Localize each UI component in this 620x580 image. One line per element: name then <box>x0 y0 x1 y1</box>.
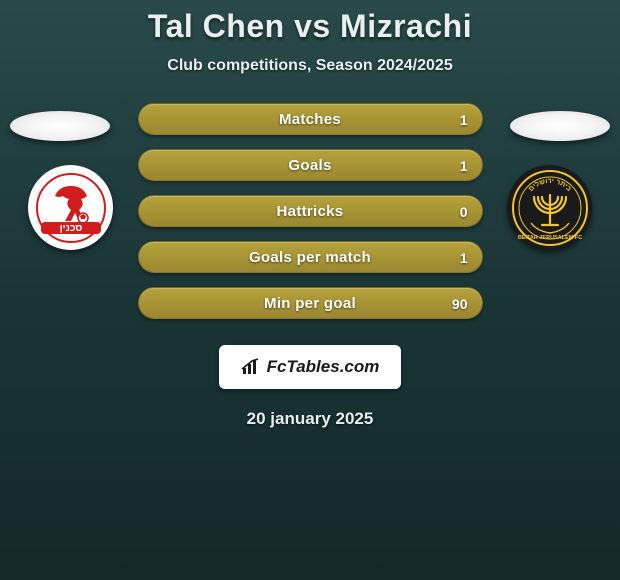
bnei-sakhnin-icon: סכנין <box>35 172 107 244</box>
stat-right-value: 1 <box>460 104 468 136</box>
stat-right-value: 1 <box>460 150 468 182</box>
player-slot-right <box>510 111 610 141</box>
stat-row: Min per goal 90 <box>138 287 483 319</box>
left-club-badge: סכנין <box>28 165 113 250</box>
subtitle: Club competitions, Season 2024/2025 <box>0 57 620 75</box>
page-title: Tal Chen vs Mizrachi <box>0 8 620 45</box>
player-slot-left <box>10 111 110 141</box>
right-club-sub: BEITAR JERUSALEM FC <box>517 235 581 241</box>
date-text: 20 january 2025 <box>0 409 620 429</box>
stat-label: Goals per match <box>139 249 482 266</box>
stat-row: Matches 1 <box>138 103 483 135</box>
beitar-jerusalem-icon: ביתר ירושלים BEITAR JERUSALEM FC <box>511 169 589 247</box>
stat-row: Goals 1 <box>138 149 483 181</box>
stat-label: Matches <box>139 111 482 128</box>
stat-right-value: 90 <box>452 288 468 320</box>
stats-list: Matches 1 Goals 1 Hattricks 0 Goals per … <box>138 103 483 319</box>
stat-label: Goals <box>139 157 482 174</box>
stat-label: Hattricks <box>139 203 482 220</box>
right-club-badge: ביתר ירושלים BEITAR JERUSALEM FC <box>507 165 592 250</box>
stat-right-value: 1 <box>460 242 468 274</box>
stat-row: Goals per match 1 <box>138 241 483 273</box>
left-club-label: סכנין <box>59 223 82 234</box>
bar-chart-icon <box>241 358 261 376</box>
brand-text: FcTables.com <box>267 357 380 377</box>
comparison-area: סכנין ביתר ירושלים <box>0 103 620 319</box>
stat-label: Min per goal <box>139 295 482 312</box>
brand-badge: FcTables.com <box>219 345 402 389</box>
stat-row: Hattricks 0 <box>138 195 483 227</box>
stat-right-value: 0 <box>460 196 468 228</box>
